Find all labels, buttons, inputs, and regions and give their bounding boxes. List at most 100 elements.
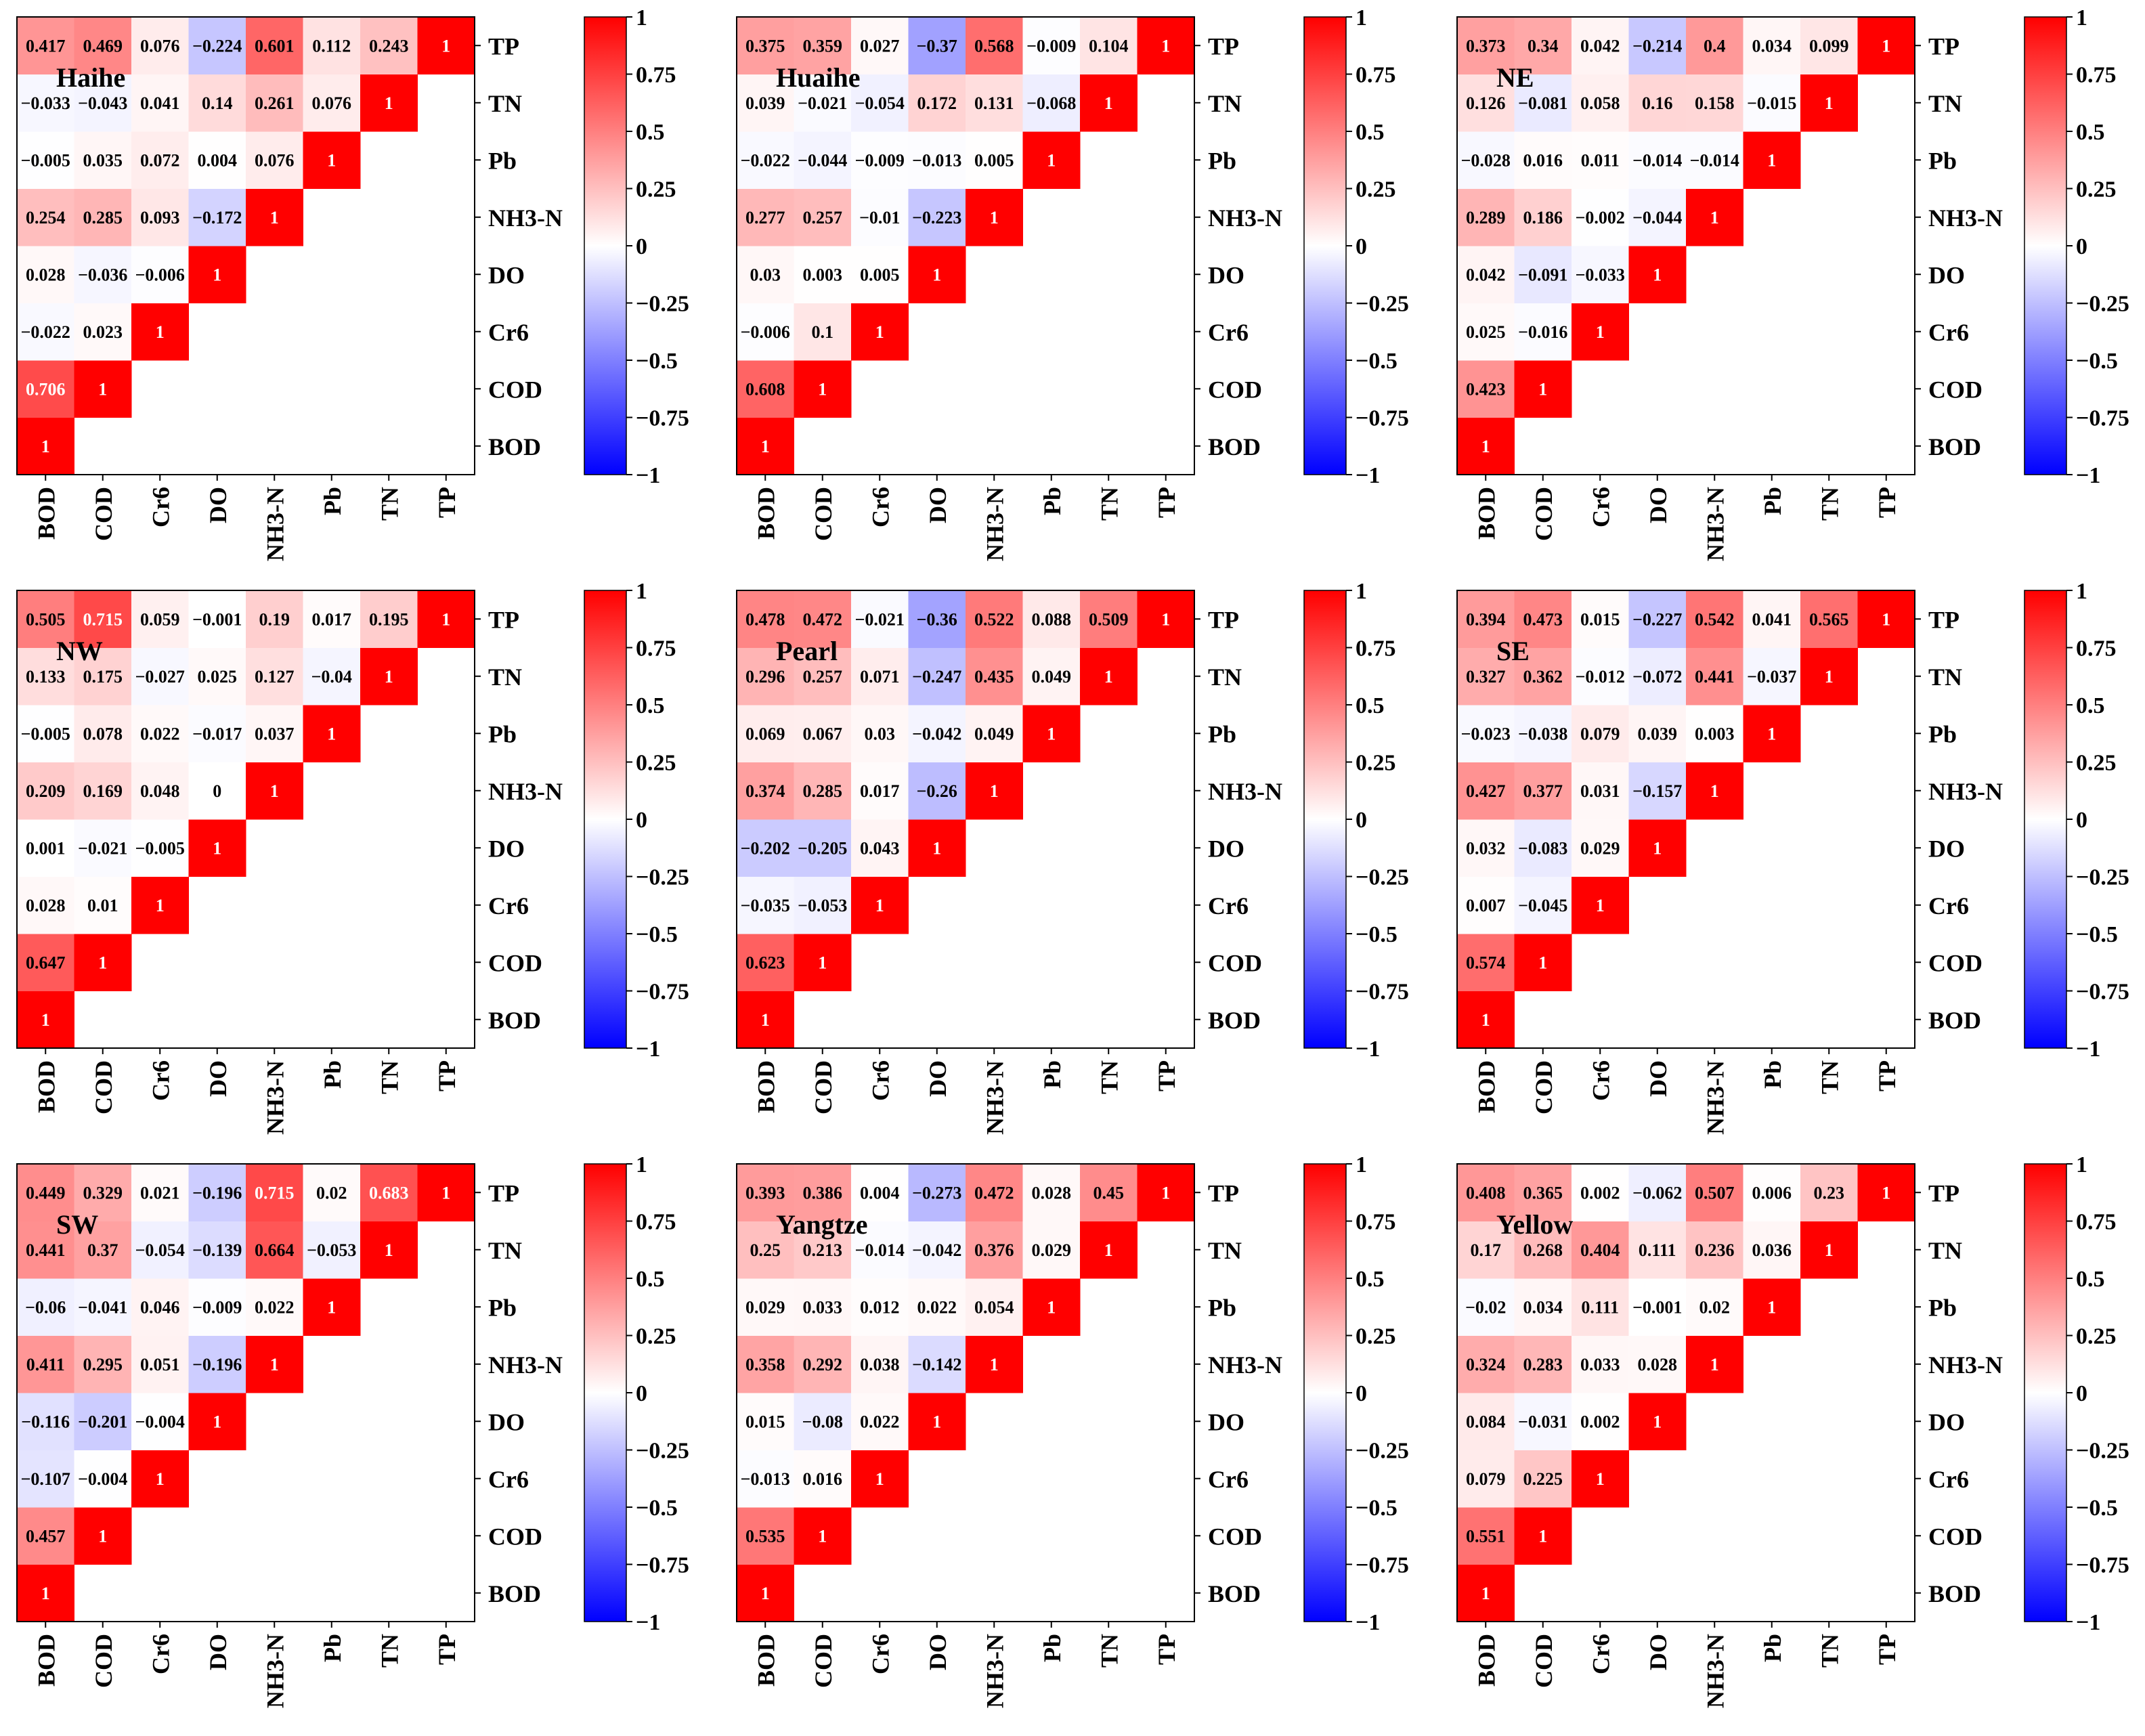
cell-value-label: 1 <box>1161 1183 1170 1202</box>
y-tick-label: BOD <box>1928 1007 1981 1034</box>
heatmap-cell <box>1514 1221 1572 1279</box>
cell-value-label: −0.042 <box>912 1240 961 1260</box>
heatmap-cell <box>1572 74 1629 132</box>
heatmap-cell <box>1022 705 1081 762</box>
heatmap-cell <box>908 590 966 648</box>
heatmap-cell <box>188 590 246 648</box>
colorbar-tick-label: 0 <box>636 1381 647 1406</box>
x-tick-label: TP <box>1873 487 1901 518</box>
cell-value-label: −0.005 <box>21 724 70 743</box>
cell-value-label: 0.427 <box>1466 781 1506 801</box>
cell-value-label: 0.358 <box>745 1355 785 1374</box>
cell-value-label: 0.03 <box>750 265 781 284</box>
colorbar-tick-label: −0.75 <box>636 406 689 431</box>
cell-value-label: −0.083 <box>1518 838 1567 858</box>
cell-value-label: 1 <box>327 724 336 743</box>
heatmap-cell <box>188 17 246 74</box>
cell-value-label: 0.051 <box>140 1355 180 1374</box>
heatmap-cell <box>74 188 132 246</box>
cell-value-label: 0.411 <box>26 1355 65 1374</box>
cell-value-label: 0.1 <box>812 322 834 342</box>
colorbar-tick-label: −0.5 <box>2076 349 2118 374</box>
cell-value-label: 0.507 <box>1695 1183 1735 1202</box>
cell-value-label: −0.009 <box>192 1297 242 1317</box>
heatmap-cell <box>188 188 246 246</box>
heatmap-cell <box>1572 17 1629 74</box>
cell-value-label: 1 <box>932 265 941 284</box>
heatmap-cell <box>966 188 1023 246</box>
cell-value-label: 1 <box>1047 724 1056 743</box>
heatmap-cell <box>1514 1164 1572 1221</box>
cell-value-label: 1 <box>441 609 450 629</box>
heatmap-cell <box>1628 17 1687 74</box>
heatmap-cell <box>851 1393 909 1450</box>
cell-value-label: 1 <box>213 838 221 858</box>
heatmap-cell <box>1022 1278 1081 1336</box>
colorbar-tick-label: 1 <box>1356 579 1367 604</box>
cell-value-label: 0.017 <box>312 609 352 629</box>
cell-value-label: 1 <box>1161 609 1170 629</box>
cell-value-label: 1 <box>1596 896 1605 915</box>
cell-value-label: 1 <box>327 1297 336 1317</box>
y-tick-label: TN <box>1208 664 1242 691</box>
cell-value-label: 0.037 <box>255 724 295 743</box>
colorbar-tick-label: 0.25 <box>2076 751 2117 776</box>
heatmap-cell <box>908 1393 966 1450</box>
heatmap-cell <box>737 246 794 303</box>
heatmap-cell <box>131 762 189 820</box>
cell-value-label: 1 <box>932 1412 941 1431</box>
x-tick-label: Pb <box>1039 487 1066 515</box>
y-tick-label: TP <box>488 606 519 633</box>
heatmap-cell <box>17 934 74 991</box>
panel-title: Yellow <box>1496 1209 1573 1240</box>
cell-value-label: 0.441 <box>26 1240 66 1260</box>
heatmap-cell <box>131 1335 189 1393</box>
y-tick-label: Pb <box>1208 1294 1236 1321</box>
x-tick-label: NH3-N <box>981 1060 1008 1135</box>
y-tick-label: NH3-N <box>1928 1351 2003 1379</box>
heatmap-cell <box>1743 17 1801 74</box>
colorbar-tick-label: −1 <box>636 463 660 488</box>
heatmap-cell <box>74 74 132 132</box>
cell-value-label: 0.441 <box>1695 667 1735 687</box>
colorbar-tick-label: −0.5 <box>636 349 678 374</box>
cell-value-label: 0.449 <box>26 1183 66 1202</box>
cell-value-label: 0.029 <box>1580 838 1620 858</box>
heatmap-cell <box>851 17 909 74</box>
cell-value-label: −0.016 <box>1518 322 1567 342</box>
heatmap-cell <box>1572 647 1629 706</box>
cell-value-label: 0.169 <box>83 781 123 801</box>
heatmap-cell <box>188 74 246 132</box>
heatmap-cell <box>966 131 1023 189</box>
x-tick-label: Cr6 <box>867 1060 894 1101</box>
heatmap-cell <box>908 188 966 246</box>
y-tick-label: Pb <box>488 720 517 747</box>
x-tick-label: Cr6 <box>147 1634 174 1674</box>
cell-value-label: −0.116 <box>21 1412 70 1431</box>
cell-value-label: −0.021 <box>798 93 847 113</box>
heatmap-cell <box>851 647 909 706</box>
cell-value-label: −0.041 <box>78 1297 127 1317</box>
heatmap-cell <box>1800 1221 1858 1279</box>
cell-value-label: 1 <box>1538 953 1547 972</box>
heatmap-cell <box>1686 705 1743 762</box>
heatmap-cell <box>908 647 966 706</box>
heatmap-cell <box>131 819 189 877</box>
x-tick-label: Cr6 <box>1587 1634 1614 1674</box>
heatmap-cell <box>1628 590 1687 648</box>
heatmap-cell <box>1457 131 1515 189</box>
heatmap-cell <box>851 876 909 934</box>
colorbar-tick-label: 0 <box>1356 808 1367 833</box>
heatmap-cell <box>74 1164 132 1221</box>
cell-value-label: 0.17 <box>1471 1240 1502 1260</box>
colorbar: 1 0.75 0.5 0.25 0 −0.25 −0.5 −0.75 −1 <box>1303 579 1409 1062</box>
cell-value-label: 0.076 <box>312 93 352 113</box>
colorbar-tick-label: −1 <box>2076 463 2100 488</box>
heatmap-cell <box>1080 17 1138 74</box>
y-tick-label: TN <box>1928 90 1962 117</box>
heatmap-cell <box>794 1221 852 1279</box>
heatmap-cell <box>737 876 794 934</box>
cell-value-label: −0.012 <box>1576 667 1625 687</box>
cell-value-label: 1 <box>1710 1355 1719 1374</box>
heatmap-cell <box>17 1450 74 1508</box>
